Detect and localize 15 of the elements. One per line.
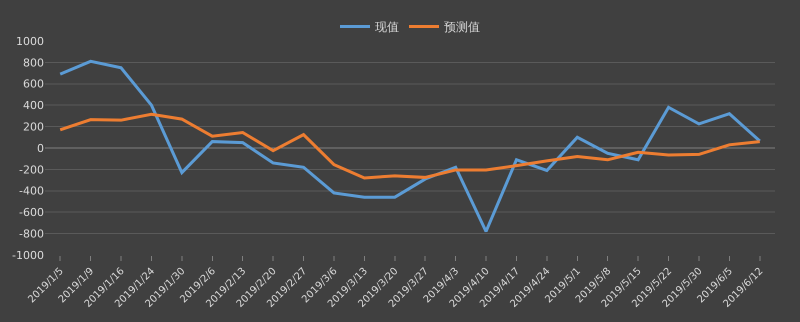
y-tick-label: 200	[23, 120, 44, 134]
line-series	[58, 112, 762, 180]
y-tick-label: 0	[37, 142, 44, 155]
y-tick-label: -600	[19, 206, 44, 220]
y-tick-label: 800	[23, 56, 44, 70]
legend-label: 预测值	[444, 20, 480, 34]
y-tick-label: -800	[19, 227, 44, 240]
y-tick-label: 1000	[16, 34, 44, 48]
y-tick-label: -200	[19, 163, 44, 176]
legend-label: 现值	[375, 20, 399, 34]
y-tick-label: 400	[23, 99, 44, 112]
y-tick-label: -400	[19, 184, 44, 198]
y-tick-label: -1000	[12, 248, 44, 262]
line-series	[58, 60, 762, 233]
y-tick-label: 600	[23, 78, 44, 91]
